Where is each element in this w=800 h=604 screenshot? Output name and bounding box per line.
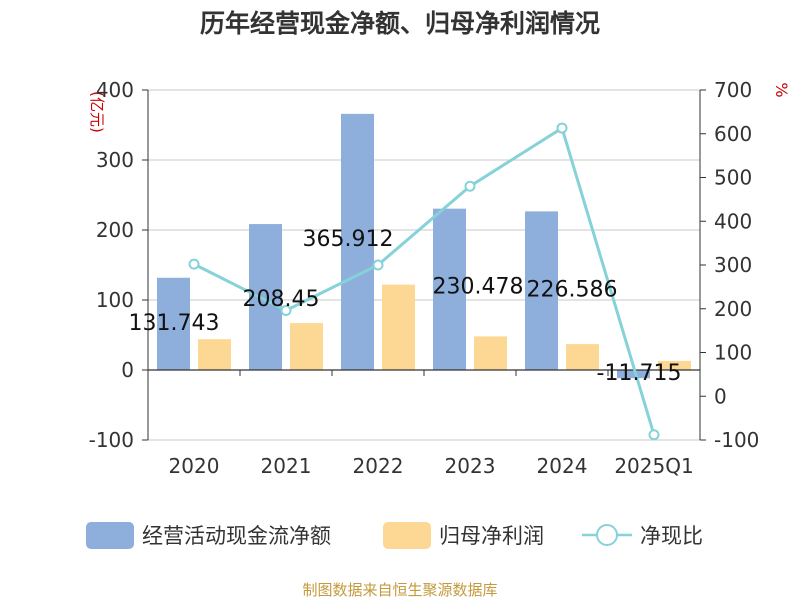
bar-net-profit [658, 360, 691, 370]
bar-net-profit [198, 339, 231, 370]
line-point [464, 180, 476, 192]
y-right-tick-label: -100 [714, 428, 759, 452]
y-left-tick-label: 0 [121, 358, 134, 382]
legend-swatch-cash-ratio-marker [596, 524, 618, 546]
axes-group: -100 0 100 200 300 400 -100 0 100 200 300 400 500 600… [89, 78, 760, 478]
bar-operating-cashflow [525, 211, 558, 370]
legend-swatch-net-profit [383, 522, 431, 549]
y-right-tick-label: 200 [714, 297, 752, 321]
y-right-tick-label: 700 [714, 78, 752, 102]
y-right-tick-label: 300 [714, 253, 752, 277]
data-label: 208.45 [243, 287, 320, 312]
bar-operating-cashflow [341, 113, 374, 370]
data-label: -11.715 [597, 361, 682, 386]
data-label: 226.586 [527, 277, 618, 302]
legend-label-cash-ratio: 净现比 [640, 524, 703, 548]
chart-title: 历年经营现金净额、归母净利润情况 [200, 9, 600, 38]
bar-net-profit [382, 284, 415, 370]
legend-swatch-operating-cashflow [86, 522, 134, 549]
bars-group [157, 113, 691, 379]
bar-operating-cashflow [433, 208, 466, 370]
data-label: 131.743 [129, 311, 220, 336]
y-left-unit: (亿元) [88, 91, 106, 133]
legend-label-net-profit: 归母净利润 [439, 524, 544, 548]
source-note: 制图数据来自恒生聚源数据库 [302, 581, 497, 599]
y-right-tick-label: 500 [714, 166, 752, 190]
bar-operating-cashflow [157, 277, 190, 370]
bar-net-profit [566, 344, 599, 370]
bar-operating-cashflow [249, 224, 282, 370]
legend-label-operating-cashflow: 经营活动现金流净额 [142, 524, 331, 548]
y-left-tick-label: 200 [96, 218, 134, 242]
line-point [648, 429, 660, 441]
line-point [372, 259, 384, 271]
y-right-tick-label: 600 [714, 122, 752, 146]
y-left-tick-label: 100 [96, 288, 134, 312]
y-left-tick-label: 300 [96, 148, 134, 172]
x-tick-label: 2025Q1 [614, 454, 693, 478]
x-tick-label: 2021 [261, 454, 312, 478]
legend: 经营活动现金流净额 归母净利润 净现比 [86, 522, 703, 549]
grid-lines [148, 89, 700, 441]
data-label: 365.912 [303, 227, 394, 252]
x-tick-label: 2023 [445, 454, 496, 478]
line-point [188, 258, 200, 270]
line-cash-ratio [193, 125, 656, 436]
x-tick-label: 2024 [537, 454, 588, 478]
y-right-tick-label: 0 [714, 384, 727, 408]
line-series-group [188, 122, 660, 441]
line-point [280, 305, 292, 316]
x-tick-label: 2022 [353, 454, 404, 478]
bar-net-profit [474, 336, 507, 370]
y-left-tick-label: 400 [96, 78, 134, 102]
y-right-tick-label: 400 [714, 209, 752, 233]
y-left-tick-label: -100 [89, 428, 134, 452]
x-tick-label: 2020 [169, 454, 220, 478]
y-right-tick-label: 100 [714, 341, 752, 365]
data-labels-group: 131.743 208.45 365.912 230.478 226.586 -11.71… [129, 227, 682, 386]
bar-operating-cashflow [617, 370, 650, 379]
bar-net-profit [290, 323, 323, 370]
y-right-unit: % [772, 82, 791, 97]
line-point [556, 122, 568, 134]
data-label: 230.478 [433, 275, 524, 300]
